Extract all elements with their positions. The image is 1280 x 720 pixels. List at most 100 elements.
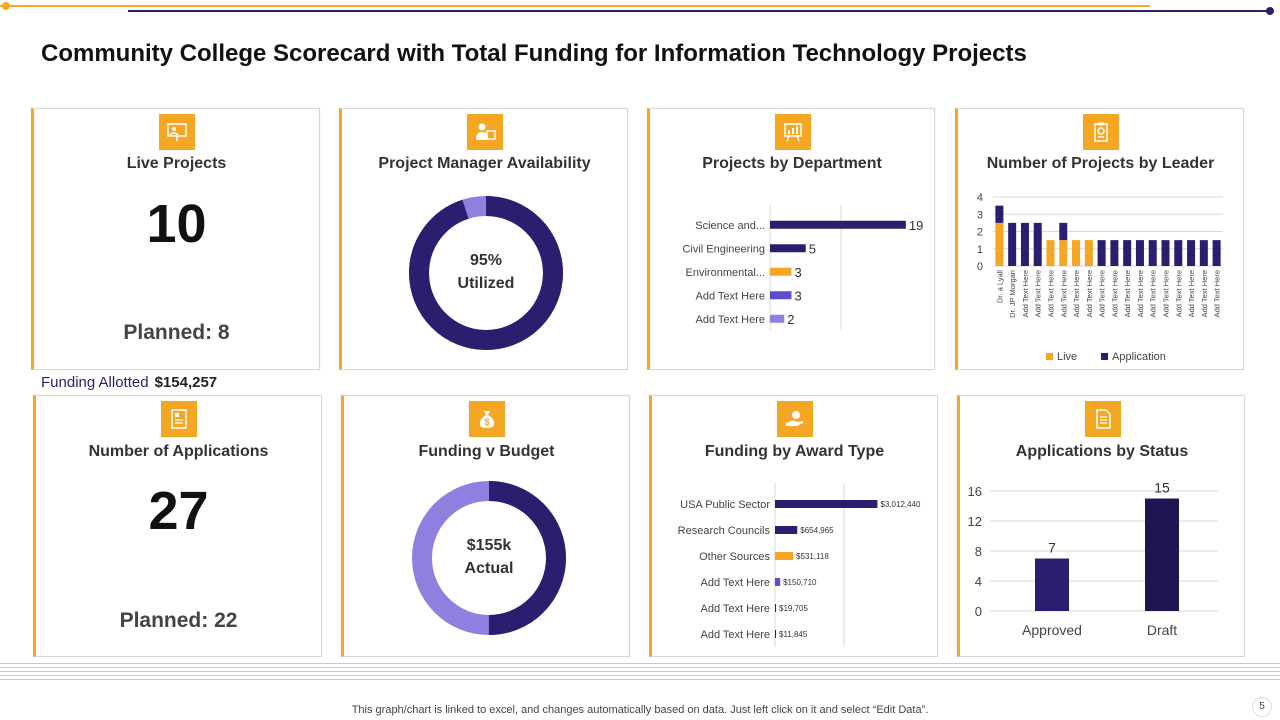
- bar: [775, 604, 776, 612]
- bar: [1035, 558, 1069, 611]
- award-chart-title: Funding by Award Type: [704, 443, 885, 460]
- data-label: $654,965: [800, 526, 834, 535]
- y-tick-label: 2: [977, 227, 983, 239]
- award-chart: USA Public Sector $3,012,440 Research Coun…: [678, 483, 921, 647]
- funding-allotted-value: $154,257: [154, 374, 218, 391]
- bar-segment: [1020, 222, 1029, 266]
- card-live-projects: Live Projects 10 Planned: 8: [31, 108, 320, 370]
- data-label: $19,705: [779, 604, 808, 613]
- data-label: $531,118: [796, 552, 829, 561]
- bar: [770, 291, 792, 300]
- card-pm-availability: Project Manager Availability 95% Utilize…: [339, 108, 628, 370]
- x-tick-label: Add Text Here: [1187, 270, 1196, 317]
- legend-swatch: [1101, 353, 1108, 360]
- bar-segment: [1161, 240, 1170, 266]
- clipboard-icon: [1083, 114, 1119, 150]
- y-tick-label: 8: [975, 544, 982, 559]
- data-label: 3: [794, 288, 801, 303]
- funding-allotted: Funding Allotted $154,257: [41, 374, 217, 391]
- bar: [775, 526, 798, 534]
- x-tick-label: Add Text Here: [1072, 270, 1081, 317]
- bar: [770, 267, 792, 276]
- bar-segment: [1097, 240, 1106, 266]
- bar-segment: [1033, 222, 1042, 266]
- applications-value: 27: [148, 481, 209, 541]
- card-projects-by-leader: Number of Projects by Leader 0 1 2 3 4 Dr. a …: [955, 108, 1244, 370]
- top-left-dot: [2, 2, 10, 10]
- pm-donut-percent: 95%: [469, 252, 503, 269]
- x-tick-label: Dr. a Lyall: [995, 270, 1004, 303]
- pm-availability-donut: [409, 196, 563, 350]
- legend-label: Application: [1112, 351, 1166, 363]
- live-projects-planned: Planned: 8: [123, 321, 230, 344]
- page-title: Community College Scorecard with Total F…: [41, 40, 1027, 67]
- bar: [775, 630, 776, 638]
- budget-donut-value: $155k: [466, 537, 512, 554]
- document-icon: [161, 401, 197, 437]
- bar-segment: [995, 205, 1004, 223]
- x-tick-label: Add Text Here: [1162, 270, 1171, 317]
- card-projects-by-department: Projects by Department Science and... 19 C…: [647, 108, 935, 370]
- top-navy-line: [128, 10, 1268, 12]
- hand-coin-icon: [777, 401, 813, 437]
- bar-segment: [1084, 240, 1093, 266]
- funding-budget-donut: [412, 481, 566, 635]
- bar: [770, 220, 906, 229]
- bar-segment: [1135, 240, 1144, 266]
- bar-segment: [1008, 222, 1017, 266]
- funding-allotted-label: Funding Allotted: [41, 374, 149, 391]
- bar-segment: [1212, 240, 1221, 266]
- status-chart: 0 4 8 12 16 7 Approved 15 Draft: [968, 480, 1218, 638]
- data-label: 5: [809, 241, 816, 256]
- card-applications: Number of Applications 27 Planned: 22: [33, 395, 322, 657]
- data-label: 15: [1154, 480, 1170, 496]
- bar: [775, 578, 781, 586]
- x-tick-label: Add Text Here: [1034, 270, 1043, 317]
- x-tick-label: Add Text Here: [1174, 270, 1183, 317]
- category-label: Other Sources: [699, 551, 770, 563]
- bottom-stripes: [0, 663, 1280, 683]
- x-tick-label: Dr. JP Morgan: [1008, 270, 1017, 318]
- x-tick-label: Draft: [1147, 622, 1177, 638]
- category-label: Research Councils: [678, 525, 771, 537]
- page-number: 5: [1252, 697, 1272, 717]
- budget-donut-caption: Actual: [464, 560, 514, 577]
- applications-planned: Planned: 22: [119, 609, 238, 632]
- y-tick-label: 4: [975, 574, 982, 589]
- category-label: Add Text Here: [700, 629, 770, 641]
- data-label: $150,710: [783, 578, 817, 587]
- y-tick-label: 3: [977, 209, 983, 221]
- x-tick-label: Add Text Here: [1123, 270, 1132, 317]
- status-chart-title: Applications by Status: [1015, 443, 1189, 460]
- funding-budget-title: Funding v Budget: [418, 443, 555, 460]
- legend-label: Live: [1057, 351, 1077, 363]
- x-tick-label: Add Text Here: [1213, 270, 1222, 317]
- pm-donut-caption: Utilized: [457, 275, 515, 292]
- data-label: 7: [1048, 540, 1056, 556]
- pm-availability-title: Project Manager Availability: [378, 155, 591, 172]
- bar: [1145, 498, 1179, 611]
- bar-segment: [1174, 240, 1183, 266]
- x-tick-label: Add Text Here: [1047, 270, 1056, 317]
- y-tick-label: 0: [975, 604, 982, 619]
- data-label: 19: [909, 218, 923, 233]
- x-tick-label: Add Text Here: [1149, 270, 1158, 317]
- top-right-dot: [1266, 7, 1274, 15]
- category-label: Science and...: [695, 220, 765, 232]
- live-projects-value: 10: [146, 194, 207, 254]
- card-funding-budget: $ Funding v Budget $155k Actual: [341, 395, 630, 657]
- bar: [775, 500, 878, 508]
- live-projects-title: Live Projects: [126, 155, 227, 172]
- leader-chart: 0 1 2 3 4 Dr. a Lyall Dr. JP Morgan Add Text He…: [977, 192, 1223, 363]
- bar-segment: [1072, 240, 1081, 266]
- y-tick-label: 1: [977, 244, 983, 256]
- y-tick-label: 0: [977, 261, 983, 273]
- data-label: 2: [787, 312, 794, 327]
- pm-donut-label: 95% Utilized: [426, 249, 546, 295]
- category-label: Add Text Here: [700, 603, 770, 615]
- x-tick-label: Add Text Here: [1136, 270, 1145, 317]
- bar: [770, 244, 806, 253]
- x-tick-label: Add Text Here: [1085, 270, 1094, 317]
- y-tick-label: 16: [968, 484, 982, 499]
- category-label: USA Public Sector: [680, 499, 770, 511]
